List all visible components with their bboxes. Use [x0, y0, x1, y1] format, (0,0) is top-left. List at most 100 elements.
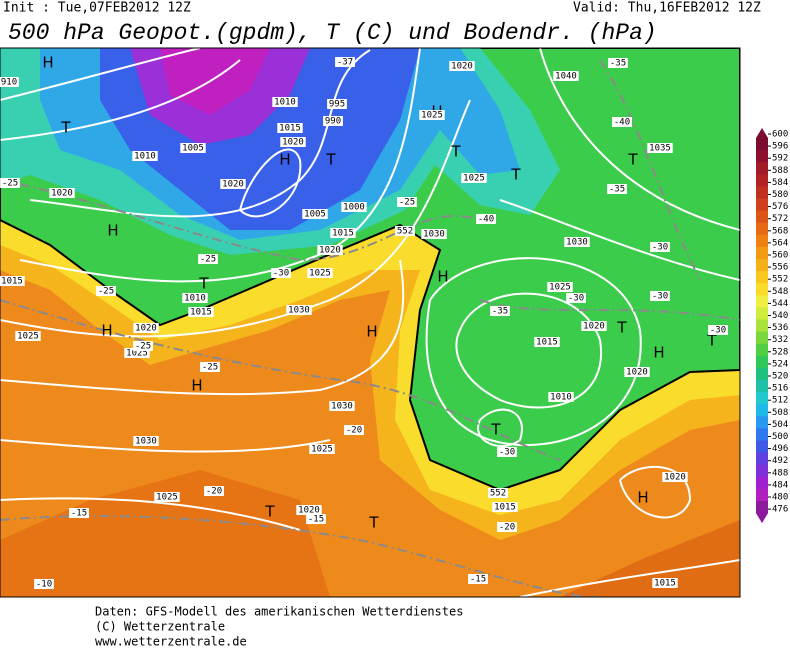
label-box	[0, 77, 19, 87]
isobar-label: 1020	[583, 322, 605, 332]
footer-copyright: (C) Wetterzentrale	[95, 620, 225, 634]
legend-level: 496	[772, 444, 788, 454]
label-box	[96, 286, 116, 296]
label-box	[15, 331, 41, 341]
label-box	[200, 362, 220, 372]
legend-level: 500	[772, 432, 788, 442]
isobar-label: 1010	[274, 98, 296, 108]
label-box	[341, 202, 367, 212]
footer-source: Daten: GFS-Modell des amerikanischen Wet…	[95, 605, 463, 619]
label-box	[317, 245, 343, 255]
isotherm-label: 552	[490, 489, 506, 499]
label-box	[344, 425, 364, 435]
label-box	[204, 486, 224, 496]
legend-level: 556	[772, 263, 788, 273]
legend-level: 592	[772, 154, 788, 164]
legend-level: 576	[772, 202, 788, 212]
isotherm-label: -35	[609, 185, 625, 195]
legend-swatch	[756, 283, 768, 296]
label-box	[302, 209, 328, 219]
label-box	[497, 522, 517, 532]
low-marker: T	[616, 319, 627, 337]
isobar-label: 1020	[222, 180, 244, 190]
isobar-label: 1010	[134, 152, 156, 162]
label-box	[306, 514, 326, 524]
legend-level: 588	[772, 166, 788, 176]
legend-swatch	[756, 150, 768, 163]
isobar-label: 1025	[311, 445, 333, 455]
high-marker: H	[42, 54, 53, 72]
label-box	[461, 173, 487, 183]
high-marker: H	[191, 377, 202, 395]
legend-level: 492	[772, 456, 788, 466]
legend-swatch	[756, 162, 768, 175]
label-box	[280, 137, 306, 147]
legend-level: 552	[772, 275, 788, 285]
legend-level: 524	[772, 359, 788, 369]
label-box	[553, 71, 579, 81]
label-box	[566, 293, 586, 303]
isotherm-label: -37	[337, 58, 353, 68]
label-box	[564, 237, 590, 247]
isotherm-label: -30	[568, 294, 584, 304]
isobar-label: 1025	[463, 174, 485, 184]
map-title: 500 hPa Geopot.(gpdm), T (C) und Bodendr…	[8, 20, 657, 46]
legend-swatch	[756, 367, 768, 381]
low-marker: T	[490, 421, 501, 439]
legend-swatch	[756, 488, 768, 502]
legend-level: 488	[772, 468, 788, 478]
isotherm-label: -25	[399, 198, 415, 208]
isotherm-label: -15	[308, 515, 324, 525]
isotherm-label: -40	[614, 118, 630, 128]
legend-swatch	[756, 428, 768, 441]
legend-swatch	[756, 234, 768, 248]
isotherm-label: -30	[273, 269, 289, 279]
label-box	[0, 178, 20, 188]
high-marker: H	[101, 322, 112, 340]
legend-level: 600	[772, 130, 788, 140]
isobar-label: 1010	[550, 393, 572, 403]
isobar-label: 1020	[298, 506, 320, 516]
footer-url: www.wetterzentrale.de	[95, 635, 247, 648]
high-marker: H	[366, 323, 377, 341]
high-marker: H	[107, 222, 118, 240]
isotherm-label: -10	[36, 580, 52, 590]
legend-level: 564	[772, 238, 788, 248]
isobar-label: 1015	[536, 338, 558, 348]
isotherm-label: -25	[202, 363, 218, 373]
isobar-label: 995	[329, 100, 345, 110]
legend-swatch	[756, 259, 768, 272]
label-box	[307, 268, 333, 278]
label-box	[335, 57, 355, 67]
legend-level: 504	[772, 420, 788, 430]
isobar-label: 1015	[494, 503, 516, 513]
legend-swatch	[756, 246, 768, 260]
isotherm-label: -35	[610, 59, 626, 69]
isobar-label: 1005	[304, 210, 326, 220]
isobar-label: 1020	[282, 138, 304, 148]
isotherm-label: -15	[71, 509, 87, 519]
isobar-label: 1030	[288, 306, 310, 316]
isotherm-label: -30	[652, 292, 668, 302]
isobar-label: 1015	[1, 277, 23, 287]
field-magenta	[160, 48, 270, 115]
field-dark-orange	[0, 470, 330, 597]
isobar-label: 1010	[184, 294, 206, 304]
label-box	[612, 117, 632, 127]
legend-swatch	[756, 404, 768, 417]
legend-swatch	[756, 355, 768, 369]
legend-level: 508	[772, 408, 788, 418]
isotherm-label: -20	[346, 426, 362, 436]
isobar-label: 1015	[332, 229, 354, 239]
legend-arrow-top	[756, 128, 768, 138]
isobar-label: 990	[325, 117, 341, 127]
legend-level: 536	[772, 323, 788, 333]
legend-level: 568	[772, 226, 788, 236]
label-box	[449, 61, 475, 71]
legend-swatch	[756, 440, 768, 454]
label-box	[419, 110, 445, 120]
label-box	[468, 574, 488, 584]
isobar-label: 1000	[343, 203, 365, 213]
label-box	[395, 226, 415, 236]
